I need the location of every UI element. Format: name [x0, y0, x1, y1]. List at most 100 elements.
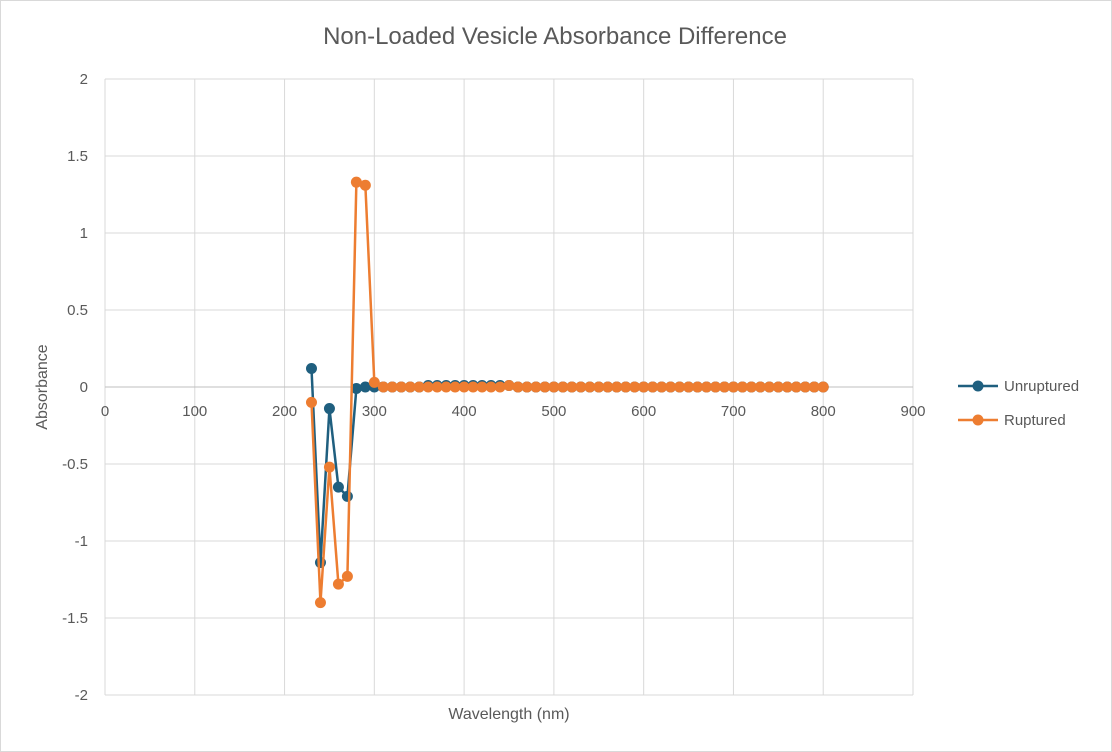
- data-point: [386, 381, 398, 393]
- data-point: [620, 381, 632, 393]
- data-point: [359, 179, 371, 191]
- data-point: [404, 381, 416, 393]
- data-point: [350, 383, 362, 395]
- x-tick-label: 100: [182, 403, 207, 420]
- data-point: [323, 403, 335, 415]
- data-point: [593, 381, 605, 393]
- data-point: [539, 381, 551, 393]
- data-point: [476, 381, 488, 393]
- data-point: [341, 490, 353, 502]
- data-point: [629, 381, 641, 393]
- x-tick-label: 700: [721, 403, 746, 420]
- x-tick-label: 900: [900, 403, 925, 420]
- y-tick-label: -2: [75, 687, 88, 704]
- y-axis-label: Absorbance: [34, 344, 51, 429]
- legend-label: Unruptured: [1004, 378, 1079, 395]
- data-point: [638, 381, 650, 393]
- data-point: [341, 570, 353, 582]
- data-point: [584, 381, 596, 393]
- x-tick-label: 0: [101, 403, 109, 420]
- data-point: [332, 481, 344, 493]
- data-point: [557, 381, 569, 393]
- data-point: [709, 381, 721, 393]
- data-point: [305, 396, 317, 408]
- y-tick-label: 1: [80, 225, 88, 242]
- data-point: [332, 578, 344, 590]
- data-point: [422, 381, 434, 393]
- data-point: [611, 381, 623, 393]
- data-point: [458, 381, 470, 393]
- data-point: [656, 381, 668, 393]
- x-tick-label: 800: [811, 403, 836, 420]
- data-point: [413, 381, 425, 393]
- data-point: [736, 381, 748, 393]
- x-axis-label: Wavelength (nm): [448, 706, 569, 723]
- y-tick-label: 1.5: [67, 148, 88, 165]
- tick-labels: 0 100 200 300 400 500 600 700 800 900 2 1.5 1 0.5 0 -0.…: [62, 71, 925, 704]
- data-point: [359, 381, 371, 393]
- data-point: [790, 381, 802, 393]
- data-point: [665, 381, 677, 393]
- data-point: [727, 381, 739, 393]
- data-point: [395, 381, 407, 393]
- legend-marker: [972, 380, 984, 392]
- legend: Unruptured Ruptured: [958, 378, 1079, 429]
- data-point: [781, 381, 793, 393]
- data-point: [799, 381, 811, 393]
- data-point: [368, 376, 380, 388]
- y-tick-label: 2: [80, 71, 88, 88]
- data-point: [494, 381, 506, 393]
- data-point: [323, 461, 335, 473]
- legend-label: Ruptured: [1004, 412, 1066, 429]
- data-point: [377, 381, 389, 393]
- data-point: [575, 381, 587, 393]
- y-tick-label: -1: [75, 533, 88, 550]
- x-tick-label: 300: [362, 403, 387, 420]
- data-point: [692, 381, 704, 393]
- data-point: [718, 381, 730, 393]
- legend-marker: [972, 414, 984, 426]
- data-point: [440, 381, 452, 393]
- y-tick-label: -0.5: [62, 456, 88, 473]
- data-point: [808, 381, 820, 393]
- data-point: [350, 176, 362, 188]
- data-point: [485, 381, 497, 393]
- data-point: [431, 381, 443, 393]
- data-point: [602, 381, 614, 393]
- data-point: [314, 597, 326, 609]
- data-point: [674, 381, 686, 393]
- x-tick-label: 500: [541, 403, 566, 420]
- data-point: [548, 381, 560, 393]
- data-point: [467, 381, 479, 393]
- data-point: [817, 381, 829, 393]
- data-point: [701, 381, 713, 393]
- legend-item: Unruptured: [958, 378, 1079, 395]
- grid-lines: [104, 78, 914, 696]
- chart-title: Non-Loaded Vesicle Absorbance Difference: [323, 23, 787, 50]
- legend-item: Ruptured: [958, 412, 1066, 429]
- y-tick-label: 0: [80, 379, 88, 396]
- y-tick-label: -1.5: [62, 610, 88, 627]
- x-tick-label: 400: [452, 403, 477, 420]
- data-point: [512, 381, 524, 393]
- y-tick-label: 0.5: [67, 302, 88, 319]
- data-point: [683, 381, 695, 393]
- data-point: [647, 381, 659, 393]
- x-tick-label: 600: [631, 403, 656, 420]
- data-point: [503, 379, 515, 391]
- data-point: [772, 381, 784, 393]
- data-point: [305, 363, 317, 375]
- series-ruptured: [305, 176, 829, 609]
- data-point: [530, 381, 542, 393]
- data-point: [745, 381, 757, 393]
- data-point: [449, 381, 461, 393]
- data-point: [754, 381, 766, 393]
- data-point: [521, 381, 533, 393]
- data-series: [305, 176, 829, 609]
- x-tick-label: 200: [272, 403, 297, 420]
- data-point: [566, 381, 578, 393]
- data-point: [763, 381, 775, 393]
